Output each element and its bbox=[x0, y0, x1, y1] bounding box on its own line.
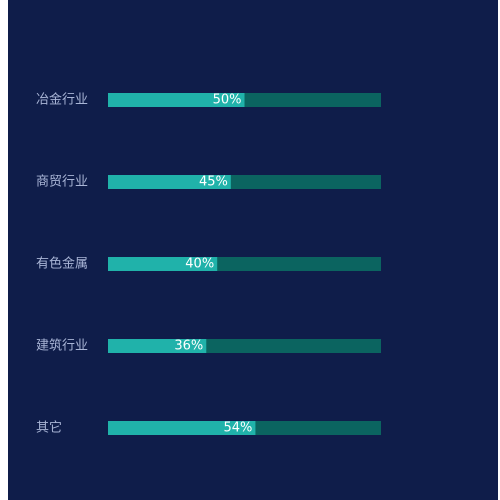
category-label: 建筑行业 bbox=[36, 338, 88, 354]
value-label: 40% bbox=[185, 257, 214, 272]
category-label: 商贸行业 bbox=[36, 175, 88, 190]
bar-fill bbox=[108, 421, 256, 435]
bar-row: 冶金行业 50% bbox=[36, 92, 381, 108]
percentage-bar-chart: 冶金行业 50% 商贸行业 45% 有色金属 40% 建筑行业 36% 其它 54% bbox=[36, 92, 381, 436]
bar-fill bbox=[108, 257, 218, 271]
bar-fill bbox=[108, 175, 231, 189]
bar-row: 建筑行业 36% bbox=[36, 338, 381, 354]
bar-row: 其它 54% bbox=[36, 420, 381, 436]
value-label: 50% bbox=[213, 93, 242, 108]
value-label: 54% bbox=[224, 421, 253, 436]
bar-row: 商贸行业 45% bbox=[36, 175, 381, 190]
bar-fill bbox=[108, 339, 207, 353]
bar-row: 有色金属 40% bbox=[36, 256, 381, 272]
bar-fill bbox=[108, 93, 245, 107]
category-label: 有色金属 bbox=[36, 256, 88, 272]
category-label: 冶金行业 bbox=[36, 92, 88, 108]
category-label: 其它 bbox=[36, 420, 62, 436]
chart-panel: 冶金行业 50% 商贸行业 45% 有色金属 40% 建筑行业 36% 其它 54% bbox=[8, 0, 498, 500]
value-label: 36% bbox=[174, 339, 203, 354]
value-label: 45% bbox=[199, 175, 228, 190]
